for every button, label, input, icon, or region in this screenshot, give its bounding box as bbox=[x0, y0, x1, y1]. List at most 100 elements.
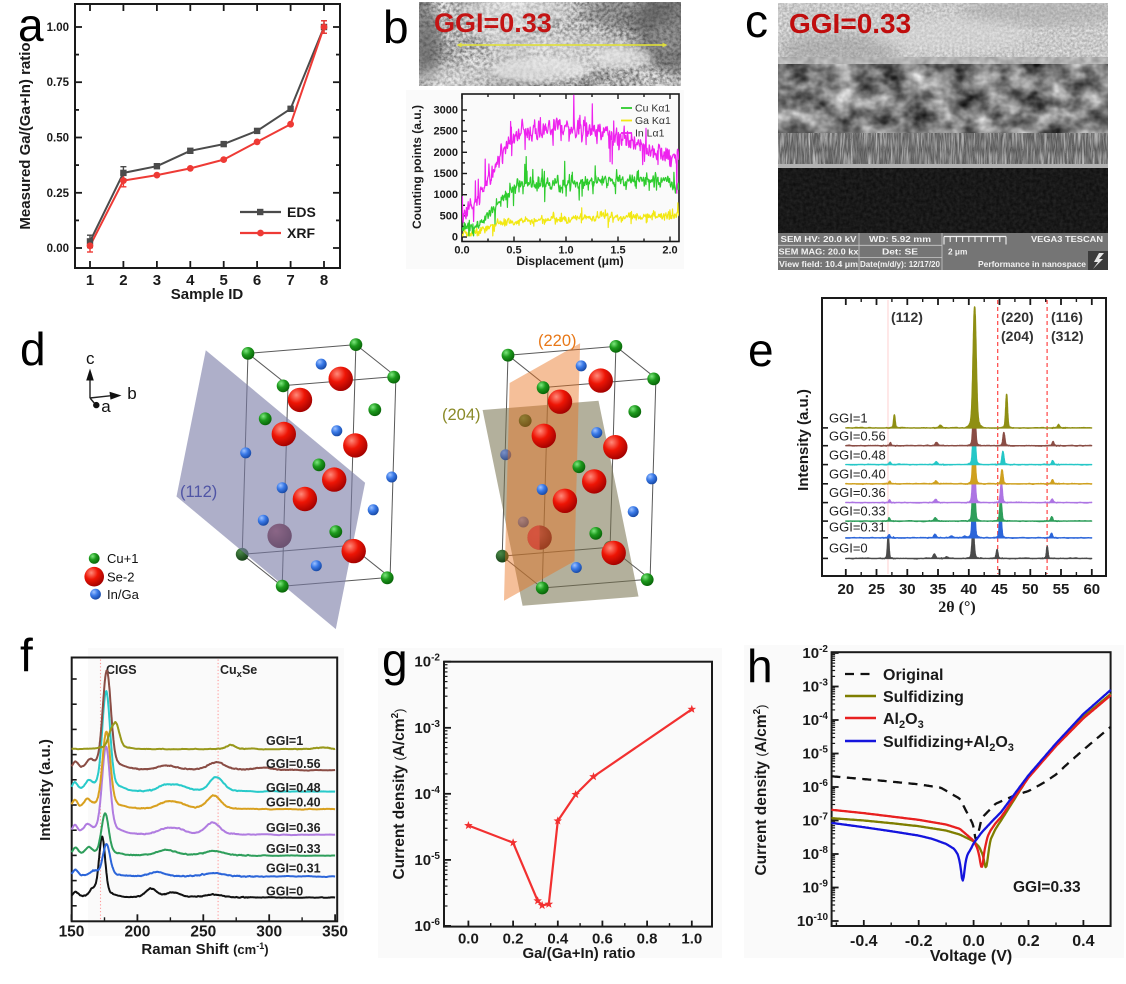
svg-text:45: 45 bbox=[991, 581, 1008, 598]
svg-text:200: 200 bbox=[124, 923, 150, 940]
svg-text:35: 35 bbox=[930, 581, 947, 598]
svg-text:7: 7 bbox=[286, 272, 294, 289]
svg-text:0.0: 0.0 bbox=[458, 931, 479, 948]
svg-text:WD: 5.92 mm: WD: 5.92 mm bbox=[869, 234, 931, 244]
svg-text:GGI=0.40: GGI=0.40 bbox=[829, 467, 886, 482]
svg-text:Al2O3: Al2O3 bbox=[883, 711, 924, 731]
svg-text:c: c bbox=[745, 0, 768, 47]
svg-text:GGI=0.48: GGI=0.48 bbox=[829, 448, 886, 463]
svg-text:(112): (112) bbox=[180, 483, 217, 501]
svg-text:CuxSe: CuxSe bbox=[220, 663, 257, 680]
svg-text:e: e bbox=[748, 324, 774, 376]
svg-text:3: 3 bbox=[153, 272, 161, 289]
svg-text:3000: 3000 bbox=[434, 105, 458, 117]
svg-text:Original: Original bbox=[883, 667, 943, 684]
svg-text:GGI=0: GGI=0 bbox=[266, 885, 303, 899]
svg-text:View field: 10.4 μm: View field: 10.4 μm bbox=[779, 259, 858, 269]
svg-text:(220): (220) bbox=[538, 332, 577, 350]
svg-text:b: b bbox=[383, 1, 409, 53]
svg-text:Counting points (a.u.): Counting points (a.u.) bbox=[410, 105, 424, 229]
svg-text:0.75: 0.75 bbox=[47, 77, 70, 89]
svg-text:350: 350 bbox=[322, 923, 348, 940]
svg-text:Raman Shift (cm-1): Raman Shift (cm-1) bbox=[141, 941, 268, 958]
svg-text:a: a bbox=[101, 397, 111, 416]
svg-text:Cu+1: Cu+1 bbox=[107, 551, 138, 566]
svg-text:SEM HV: 20.0 kV: SEM HV: 20.0 kV bbox=[781, 234, 858, 244]
svg-text:0.50: 0.50 bbox=[47, 133, 69, 145]
svg-text:0.00: 0.00 bbox=[47, 243, 69, 255]
svg-text:-0.2: -0.2 bbox=[905, 933, 933, 950]
svg-text:Displacement (μm): Displacement (μm) bbox=[516, 254, 623, 268]
svg-text:0: 0 bbox=[452, 232, 458, 244]
svg-text:GGI=0.33: GGI=0.33 bbox=[829, 504, 886, 519]
svg-text:25: 25 bbox=[868, 581, 885, 598]
svg-text:0.8: 0.8 bbox=[637, 931, 658, 948]
svg-text:0.4: 0.4 bbox=[1072, 933, 1094, 950]
svg-text:300: 300 bbox=[256, 923, 282, 940]
svg-text:d: d bbox=[20, 323, 46, 375]
svg-text:20: 20 bbox=[837, 581, 854, 598]
svg-text:2.0: 2.0 bbox=[662, 245, 677, 257]
svg-text:GGI=1: GGI=1 bbox=[829, 411, 868, 426]
svg-text:g: g bbox=[382, 634, 408, 686]
svg-text:VEGA3 TESCAN: VEGA3 TESCAN bbox=[1031, 234, 1103, 244]
svg-text:250: 250 bbox=[190, 923, 216, 940]
svg-text:6: 6 bbox=[253, 272, 261, 289]
svg-text:150: 150 bbox=[59, 923, 85, 940]
svg-text:30: 30 bbox=[899, 581, 916, 598]
svg-text:1.0: 1.0 bbox=[558, 245, 573, 257]
svg-text:0.25: 0.25 bbox=[47, 188, 70, 200]
svg-text:Voltage (V): Voltage (V) bbox=[930, 948, 1012, 965]
svg-text:0.0: 0.0 bbox=[962, 933, 984, 950]
svg-text:Sulfidizing+Al2O3: Sulfidizing+Al2O3 bbox=[883, 734, 1014, 754]
svg-text:0.2: 0.2 bbox=[1017, 933, 1039, 950]
svg-text:(220): (220) bbox=[1001, 309, 1034, 325]
svg-text:0.2: 0.2 bbox=[503, 931, 524, 948]
svg-text:Measured Ga/(Ga+In) ratio: Measured Ga/(Ga+In) ratio bbox=[17, 42, 34, 229]
svg-text:In/Ga: In/Ga bbox=[107, 587, 140, 602]
svg-text:a: a bbox=[18, 0, 44, 51]
svg-text:60: 60 bbox=[1083, 581, 1100, 598]
svg-text:GGI=1: GGI=1 bbox=[266, 734, 303, 748]
svg-text:EDS: EDS bbox=[287, 204, 316, 220]
svg-text:SEM MAG: 20.0 kx: SEM MAG: 20.0 kx bbox=[779, 246, 859, 256]
svg-text:GGI=0.31: GGI=0.31 bbox=[829, 520, 886, 535]
svg-text:(116): (116) bbox=[1051, 309, 1083, 325]
svg-text:c: c bbox=[86, 349, 95, 368]
svg-text:In Lα1: In Lα1 bbox=[635, 128, 665, 140]
svg-text:Current density (A/cm2): Current density (A/cm2) bbox=[390, 708, 408, 879]
svg-text:55: 55 bbox=[1053, 581, 1070, 598]
svg-text:500: 500 bbox=[440, 210, 458, 222]
svg-text:(112): (112) bbox=[891, 309, 923, 325]
svg-text:Performance in nanospace: Performance in nanospace bbox=[978, 259, 1086, 269]
svg-text:Det: SE: Det: SE bbox=[882, 246, 919, 256]
svg-text:GGI=0.36: GGI=0.36 bbox=[829, 485, 886, 500]
svg-text:4: 4 bbox=[186, 272, 195, 289]
svg-text:GGI=0: GGI=0 bbox=[829, 541, 868, 556]
svg-text:1: 1 bbox=[86, 272, 94, 289]
svg-text:0.4: 0.4 bbox=[547, 931, 569, 948]
svg-text:(204): (204) bbox=[1001, 328, 1034, 344]
svg-text:0.5: 0.5 bbox=[506, 245, 521, 257]
svg-text:2θ (°): 2θ (°) bbox=[938, 599, 975, 616]
svg-text:2000: 2000 bbox=[434, 147, 458, 159]
svg-text:2: 2 bbox=[119, 272, 127, 289]
svg-text:Ga Kα1: Ga Kα1 bbox=[635, 115, 671, 127]
svg-text:GGI=0.36: GGI=0.36 bbox=[266, 821, 321, 835]
svg-text:GGI=0.33: GGI=0.33 bbox=[1013, 879, 1081, 896]
svg-text:2500: 2500 bbox=[434, 126, 458, 138]
svg-text:1.5: 1.5 bbox=[610, 245, 625, 257]
svg-text:GGI=0.56: GGI=0.56 bbox=[829, 429, 886, 444]
svg-text:Sample ID: Sample ID bbox=[171, 286, 244, 303]
svg-text:5: 5 bbox=[220, 272, 228, 289]
svg-text:h: h bbox=[747, 640, 773, 692]
svg-text:Date(m/d/y): 12/17/20: Date(m/d/y): 12/17/20 bbox=[860, 259, 940, 269]
svg-text:(204): (204) bbox=[442, 406, 481, 424]
svg-text:GGI=0.48: GGI=0.48 bbox=[266, 781, 321, 795]
svg-text:40: 40 bbox=[960, 581, 977, 598]
svg-text:Intensity (a.u.): Intensity (a.u.) bbox=[37, 739, 54, 841]
svg-text:0.0: 0.0 bbox=[454, 245, 469, 257]
svg-text:GGI=0.33: GGI=0.33 bbox=[789, 8, 911, 39]
svg-text:1500: 1500 bbox=[434, 168, 458, 180]
svg-text:Cu Kα1: Cu Kα1 bbox=[635, 103, 670, 115]
